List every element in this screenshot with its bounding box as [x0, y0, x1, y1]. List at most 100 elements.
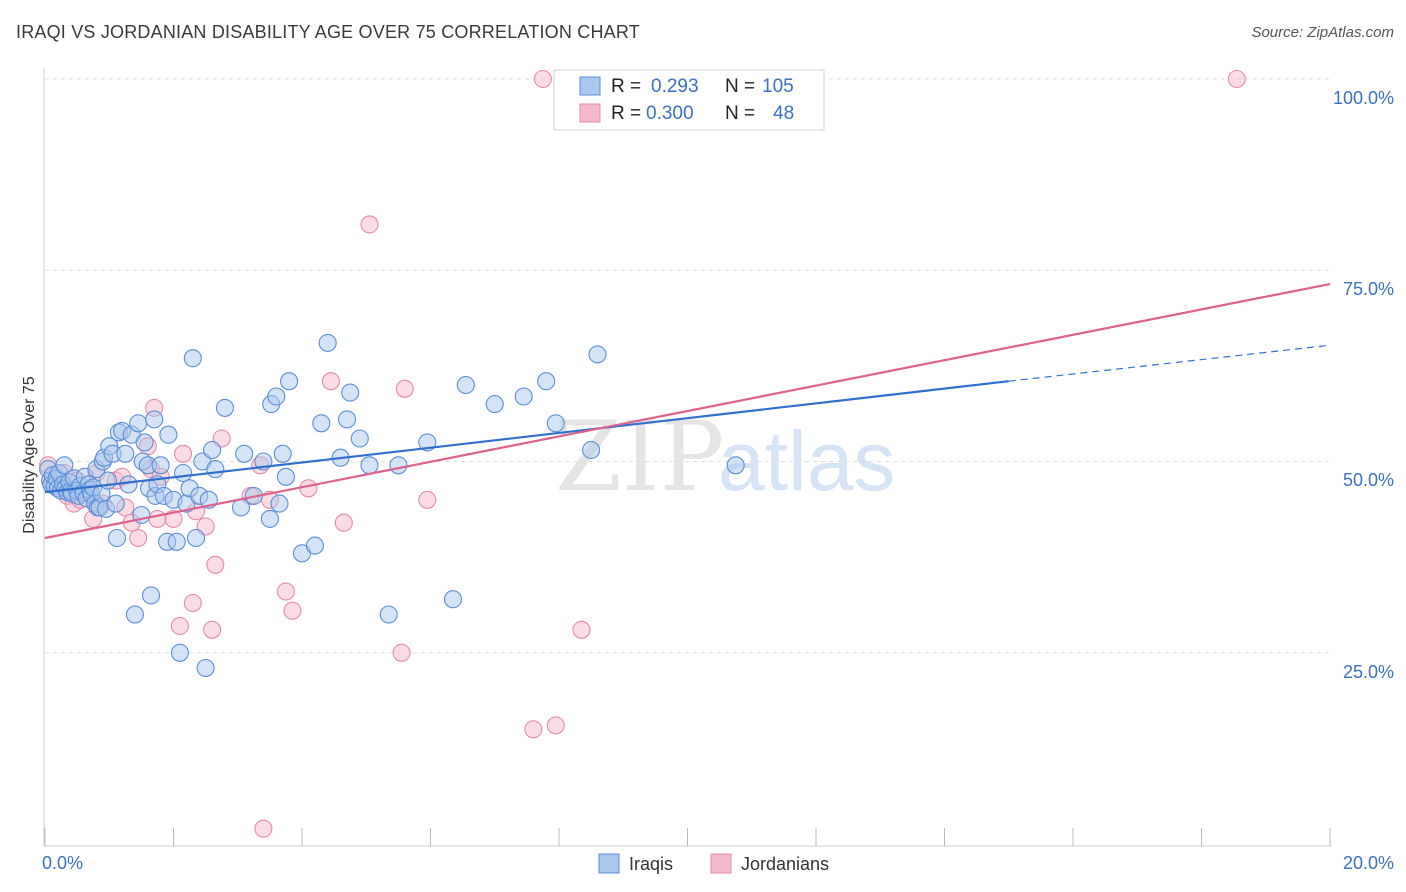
iraqis-point-82: [270, 494, 289, 513]
iraqis-point-66: [183, 349, 202, 368]
jordanians-point-25: [174, 444, 193, 463]
jordanians-point-48: [572, 620, 591, 639]
iraqis-point-88: [312, 414, 331, 433]
legend-swatch-iraqis: [579, 76, 601, 96]
jordanians-point-47: [546, 716, 565, 735]
correlation-legend: R = 0.293 N = 105 R = 0.300 N = 48: [553, 69, 825, 131]
iraqis-point-63: [174, 463, 193, 483]
bottom-legend-iraqis: Iraqis: [629, 854, 673, 874]
legend-iraqis-n-label: N =: [725, 76, 755, 97]
y-tick-label-25: 25.0%: [1343, 662, 1394, 682]
source-label: Source: ZipAtlas.com: [1251, 24, 1394, 41]
iraqis-point-81: [267, 387, 286, 406]
iraqis-point-74: [215, 398, 234, 417]
iraqis-point-83: [273, 444, 292, 463]
iraqis-point-79: [260, 509, 279, 528]
iraqis-point-53: [145, 410, 164, 429]
iraqis-point-49: [135, 433, 154, 452]
legend-iraqis-r-label: R =: [611, 76, 641, 97]
iraqis-point-102: [537, 372, 556, 391]
iraqis-point-103: [546, 414, 565, 433]
axes: [43, 68, 1332, 847]
trend-lines: [44, 282, 1331, 540]
jordanians-point-24: [170, 616, 189, 636]
iraqis-point-92: [341, 383, 360, 402]
iraqis-point-84: [276, 467, 295, 486]
jordanians-point-44: [418, 490, 437, 509]
jordanians-point-40: [334, 513, 353, 532]
jordanians-point-23: [164, 509, 183, 528]
y-tick-label-50: 50.0%: [1343, 470, 1394, 490]
iraqis-point-59: [159, 425, 178, 444]
legend-jordanians-r-value: 0.300: [646, 103, 694, 124]
legend-iraqis-n-value: 105: [762, 76, 794, 97]
jordanians-point-42: [392, 643, 411, 662]
legend-jordanians-n-label: N =: [725, 103, 755, 124]
jordanians-point-41: [360, 215, 379, 234]
bottom-legend-swatch-jordanians: [710, 853, 732, 874]
iraqis-point-10: [55, 456, 74, 475]
iraqis-point-99: [456, 375, 475, 395]
iraqis-point-89: [318, 333, 337, 352]
bottom-legend-swatch-iraqis: [598, 853, 620, 874]
iraqis-point-46: [129, 414, 148, 433]
iraqis-point-72: [203, 440, 222, 460]
iraqis-point-45: [125, 605, 144, 624]
iraqis-point-93: [350, 429, 369, 448]
iraqis-point-91: [337, 410, 357, 429]
iraqis-point-62: [170, 643, 189, 662]
jordanians-point-17: [129, 528, 148, 548]
iraqis-point-42: [116, 444, 135, 463]
y-axis-label: Disability Age Over 75: [21, 376, 38, 534]
iraqis-point-85: [280, 372, 299, 391]
x-tick-label-min: 0.0%: [42, 853, 83, 873]
jordanians-point-38: [299, 479, 318, 498]
iraqis-point-96: [389, 456, 408, 475]
bottom-legend-jordanians: Jordanians: [741, 854, 829, 874]
iraqis-point-52: [141, 586, 161, 605]
iraqis-point-87: [305, 536, 324, 555]
iraqis-point-95: [379, 605, 398, 624]
iraqis-point-67: [186, 528, 206, 548]
jordanians-point-45: [524, 720, 543, 739]
iraqis-point-101: [514, 387, 533, 406]
jordanians-trend-line: [44, 282, 1331, 540]
iraqis-trend-line: [44, 380, 1009, 494]
iraqis-point-106: [726, 456, 745, 475]
iraqis-trend-extension: [1008, 344, 1331, 382]
jordanians-point-46: [533, 69, 552, 89]
jordanians-point-49: [1227, 69, 1246, 89]
iraqis-point-98: [443, 590, 463, 609]
iraqis-point-43: [119, 475, 138, 494]
jordanians-point-39: [321, 372, 340, 391]
legend-iraqis-r-value: 0.293: [651, 76, 699, 97]
legend-jordanians-n-value: 48: [773, 103, 794, 124]
jordanians-point-36: [276, 582, 295, 601]
iraqis-point-104: [582, 440, 601, 460]
iraqis-point-100: [485, 395, 504, 414]
jordanians-point-37: [283, 601, 302, 620]
y-tick-label-75: 75.0%: [1343, 279, 1394, 299]
legend-swatch-jordanians: [579, 103, 601, 123]
iraqis-point-61: [167, 532, 186, 551]
iraqis-point-56: [151, 456, 170, 475]
x-tick-label-max: 20.0%: [1343, 853, 1394, 873]
iraqis-point-73: [206, 460, 225, 479]
jordanians-point-26: [183, 593, 202, 613]
iraqis-point-105: [588, 345, 607, 364]
jordanians-point-29: [203, 620, 222, 639]
iraqis-point-38: [106, 494, 125, 513]
grid: [45, 78, 1330, 654]
jordanians-point-30: [206, 555, 225, 574]
iraqis-point-76: [235, 444, 254, 463]
iraqis-point-70: [196, 658, 215, 678]
iraqis-point-39: [107, 528, 127, 548]
chart-title: IRAQI VS JORDANIAN DISABILITY AGE OVER 7…: [16, 22, 640, 42]
iraqis-point-94: [360, 456, 379, 475]
jordanians-point-34: [254, 819, 273, 838]
y-tick-label-100: 100.0%: [1333, 88, 1394, 108]
legend-jordanians-r-label: R =: [611, 103, 641, 124]
series-legend: Iraqis Jordanians: [598, 853, 829, 874]
jordanians-point-43: [395, 379, 414, 398]
